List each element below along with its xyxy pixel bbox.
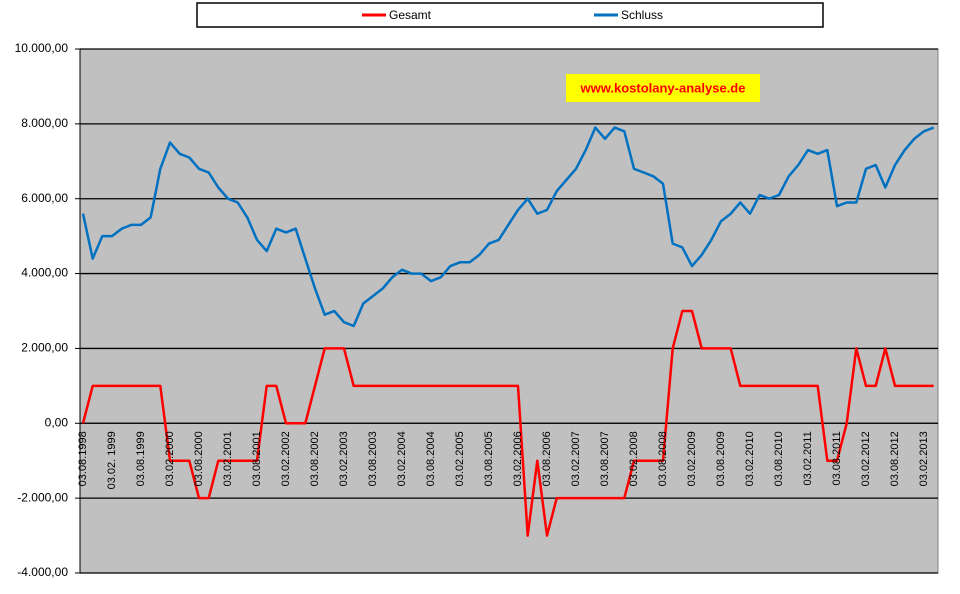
x-tick-label: 03.02.2002: [280, 431, 292, 486]
legend-label: Schluss: [621, 8, 663, 22]
x-tick-label: 03.08.2006: [541, 431, 553, 486]
legend-label: Gesamt: [389, 8, 432, 22]
y-tick-label: 10.000,00: [15, 41, 69, 55]
x-tick-label: 03.02.2000: [164, 431, 176, 486]
y-tick-label: 8.000,00: [21, 116, 68, 130]
x-tick-label: 03.02.2012: [860, 431, 872, 486]
x-tick-label: 03.08.2012: [889, 431, 901, 486]
y-tick-label: -2.000,00: [17, 490, 68, 504]
x-tick-label: 03.08.2001: [251, 431, 263, 486]
x-tick-label: 03.02.2003: [338, 431, 350, 486]
x-tick-label: 03.02.2008: [628, 431, 640, 486]
y-tick-label: 0,00: [45, 415, 69, 429]
annotation: www.kostolany-analyse.de: [580, 80, 746, 95]
y-tick-label: 6.000,00: [21, 191, 68, 205]
x-tick-label: 03.02.2007: [570, 431, 582, 486]
series-line: [81, 309, 934, 537]
x-tick-label: 03.08.2009: [715, 431, 727, 486]
x-tick-label: 03.08.1998: [77, 431, 89, 486]
legend: [196, 2, 824, 28]
lines: [81, 126, 935, 537]
grid: [75, 48, 938, 574]
x-tick-label: 03.08.2007: [599, 431, 611, 486]
y-tick-label: -4.000,00: [17, 565, 68, 579]
x-tick-label: 03.02.2009: [686, 431, 698, 486]
x-tick-label: 03.02.2001: [222, 431, 234, 486]
series-line: [81, 126, 935, 328]
x-tick-label: 03.08.2003: [367, 431, 379, 486]
x-tick-label: 03.08.2008: [657, 431, 669, 486]
x-tick-label: 03.02.2011: [802, 431, 814, 485]
y-tick-label: 2.000,00: [21, 341, 68, 355]
x-tick-label: 03.08.1999: [135, 431, 147, 486]
annotation-box: [566, 74, 760, 102]
x-tick-label: 03.02.2013: [918, 431, 930, 486]
x-tick-label: 03.08.2011: [831, 431, 843, 485]
x-tick-label: 03.08.2010: [773, 431, 785, 486]
x-tick-label: 03.08.2000: [193, 431, 205, 486]
x-tick-label: 03.08.2005: [483, 431, 495, 486]
x-tick-label: 03.08.2002: [309, 431, 321, 486]
x-tick-label: 03.02.2004: [396, 431, 408, 486]
x-tick-label: 03.08.2004: [425, 431, 437, 486]
plot-area: [79, 48, 939, 574]
y-tick-label: 4.000,00: [21, 266, 68, 280]
x-tick-label: 03.02.2006: [512, 431, 524, 486]
labels: -4.000,00 -2.000,00 0,00 2.000,00 4.000,00 6.…: [15, 8, 930, 579]
x-tick-label: 03.02.2010: [744, 431, 756, 486]
x-tick-label: 03.02.2005: [454, 431, 466, 486]
x-tick-label: 03.02. 1999: [106, 431, 118, 489]
